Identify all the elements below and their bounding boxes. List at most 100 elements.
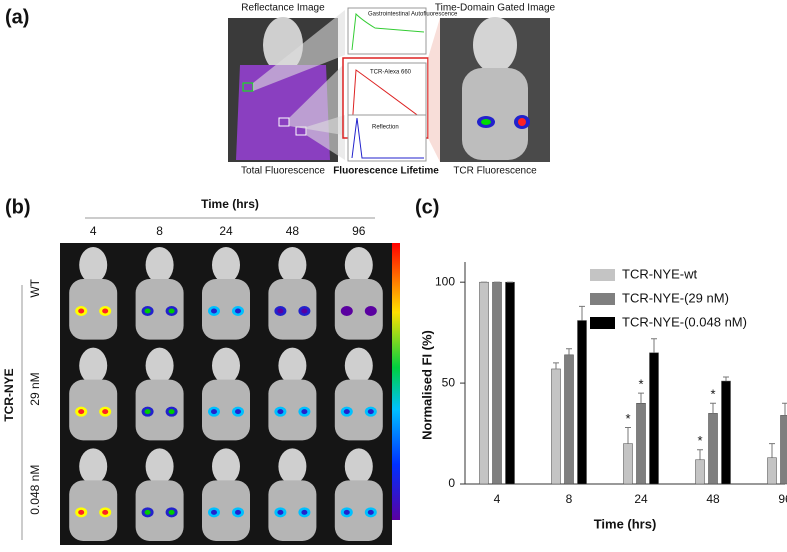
significance-mark: *	[625, 411, 630, 426]
x-tick-label: 24	[634, 492, 648, 506]
signal	[367, 409, 374, 415]
signal	[235, 409, 241, 415]
mouse-head	[79, 347, 108, 384]
time-label: 96	[352, 224, 366, 238]
plot-label: TCR-Alexa 660	[370, 70, 412, 76]
error-bar	[697, 449, 703, 460]
signal	[144, 308, 151, 314]
row-label: 0.048 nM	[28, 465, 42, 515]
significance-mark: *	[638, 377, 643, 392]
error-bar	[638, 392, 644, 404]
mouse-body	[462, 68, 528, 160]
bar	[767, 457, 777, 485]
decay-curve	[351, 12, 425, 51]
error-bar	[782, 402, 787, 416]
x-tick-label: 96	[778, 492, 787, 506]
bar	[780, 415, 787, 485]
mouse-body	[69, 279, 118, 340]
signal	[211, 409, 217, 415]
axis-title: Time (hrs)	[201, 197, 259, 211]
legend-swatch	[590, 317, 615, 329]
caption: Fluorescence Lifetime	[333, 166, 439, 177]
mouse-head	[145, 448, 174, 485]
x-tick-label: 4	[494, 492, 501, 506]
panel-label: (c)	[415, 196, 439, 218]
mouse-body	[202, 279, 250, 340]
mouse-head	[212, 448, 240, 485]
mouse-head	[278, 347, 307, 384]
plot-label: Reflection	[372, 125, 399, 131]
error-bar	[651, 338, 657, 353]
bar	[492, 281, 502, 485]
time-label: 24	[219, 224, 233, 238]
signal	[481, 119, 491, 125]
error-bar	[723, 376, 729, 382]
mouse-head	[145, 347, 174, 384]
signal	[277, 409, 284, 415]
time-label: 8	[156, 224, 163, 238]
bar	[721, 380, 731, 485]
caption: TCR Fluorescence	[453, 166, 537, 177]
mouse-body	[334, 379, 383, 441]
signal	[211, 509, 217, 515]
caption: Total Fluorescence	[241, 166, 325, 177]
panel-label: (b)	[5, 196, 31, 218]
signal	[144, 509, 151, 515]
signal	[235, 308, 241, 314]
callout	[289, 65, 343, 135]
mouse-body	[202, 480, 250, 541]
bar	[649, 352, 659, 485]
y-tick-label: 0	[448, 476, 455, 490]
mouse-head	[344, 448, 373, 485]
callout	[253, 10, 345, 91]
legend-label: TCR-NYE-wt	[622, 266, 697, 281]
signal	[235, 509, 241, 515]
callout	[306, 115, 345, 160]
row-label: WT	[28, 278, 42, 297]
legend-label: TCR-NYE-(29 nM)	[622, 290, 729, 305]
legend-swatch	[590, 269, 615, 281]
mouse-head	[212, 247, 240, 283]
signal	[277, 509, 284, 515]
error-bar	[625, 426, 631, 444]
mouse-head	[79, 448, 108, 485]
signal	[518, 118, 526, 126]
significance-mark: *	[710, 387, 715, 402]
signal	[211, 308, 217, 314]
panel-label: (a)	[5, 6, 29, 28]
signal	[277, 308, 284, 314]
mouse-head	[278, 448, 307, 485]
signal	[367, 308, 374, 314]
signal	[301, 509, 308, 515]
error-bar	[553, 362, 559, 369]
y-axis-title: Normalised FI (%)	[419, 330, 434, 440]
signal	[144, 409, 151, 415]
significance-mark: *	[697, 433, 702, 448]
caption: Time-Domain Gated Image	[435, 3, 556, 14]
signal	[102, 509, 109, 515]
signal	[168, 409, 175, 415]
signal	[78, 509, 85, 515]
mouse-body	[69, 379, 118, 441]
mouse-head	[212, 347, 240, 384]
error-bar	[710, 402, 716, 414]
x-tick-label: 8	[566, 492, 573, 506]
bar	[479, 281, 489, 485]
signal	[168, 509, 175, 515]
signal	[102, 308, 109, 314]
x-axis-title: Time (hrs)	[594, 516, 657, 531]
mouse-body	[268, 379, 317, 441]
lifetime-plots	[342, 7, 429, 162]
error-bar	[566, 348, 572, 355]
decay-curve	[351, 117, 424, 159]
error-bar	[769, 443, 775, 458]
plot-label: Gastrointestinal Autofluorescence	[368, 12, 458, 18]
signal	[168, 308, 175, 314]
bar	[577, 320, 587, 485]
mouse-body	[268, 279, 317, 340]
callout	[428, 18, 440, 162]
signal	[301, 308, 308, 314]
mouse-body	[202, 379, 250, 441]
bar	[623, 443, 633, 485]
